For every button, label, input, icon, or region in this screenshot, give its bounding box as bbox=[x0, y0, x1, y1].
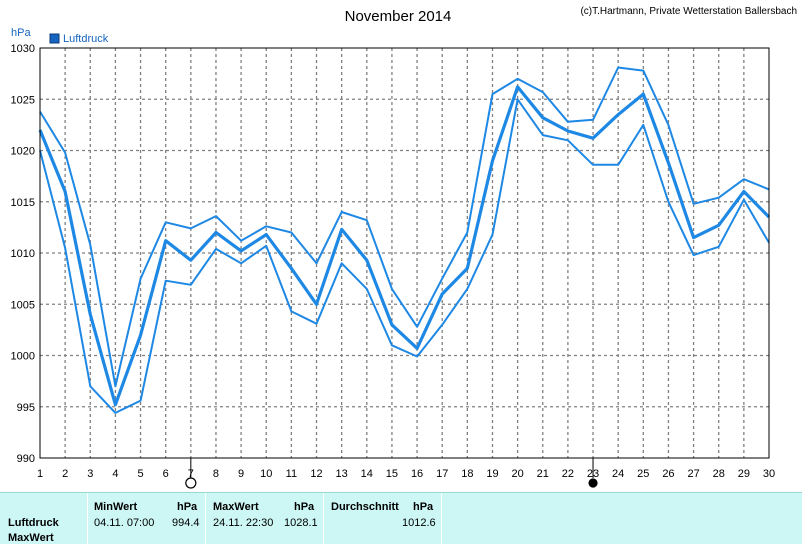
avg-header: Durchschnitt bbox=[331, 501, 399, 513]
x-tick-label: 8 bbox=[213, 468, 219, 480]
y-tick-label: 990 bbox=[17, 453, 35, 465]
grid-lines bbox=[40, 48, 769, 458]
x-tick-label: 10 bbox=[260, 468, 272, 480]
x-tick-label: 26 bbox=[662, 468, 674, 480]
y-tick-label: 1020 bbox=[11, 146, 35, 158]
x-tick-label: 29 bbox=[738, 468, 750, 480]
x-tick-label: 16 bbox=[411, 468, 423, 480]
pressure-chart: November 2014 (c)T.Hartmann, Private Wet… bbox=[11, 6, 797, 489]
legend-label: Luftdruck bbox=[63, 33, 109, 45]
y-axis-unit: hPa bbox=[11, 27, 31, 39]
x-tick-label: 12 bbox=[310, 468, 322, 480]
x-tick-label: 28 bbox=[713, 468, 725, 480]
x-tick-label: 14 bbox=[361, 468, 373, 480]
plot-frame bbox=[39, 47, 770, 459]
stats-panel: Luftdruck MaxWert MinWert hPa 04.11. 07:… bbox=[0, 492, 802, 544]
series-line-max bbox=[39, 66, 770, 388]
avg-unit: hPa bbox=[413, 501, 434, 513]
x-tick-label: 11 bbox=[286, 468, 297, 480]
y-tick-label: 1000 bbox=[11, 351, 35, 363]
min-value: 994.4 bbox=[172, 517, 200, 529]
x-tick-label: 4 bbox=[112, 468, 118, 480]
empty-column bbox=[441, 493, 802, 544]
x-tick-label: 13 bbox=[336, 468, 348, 480]
x-tick-label: 22 bbox=[562, 468, 574, 480]
series-line-mean bbox=[38, 85, 771, 407]
max-datetime: 24.11. 22:30 bbox=[213, 517, 274, 529]
y-tick-label: 1005 bbox=[11, 299, 35, 311]
max-column: MaxWert hPa 24.11. 22:30 1028.1 bbox=[205, 493, 324, 544]
y-axis-ticks: 990 995 1000 1005 1010 1015 1020 1025 1030 bbox=[11, 43, 35, 465]
x-tick-label: 18 bbox=[461, 468, 473, 480]
x-tick-label: 15 bbox=[386, 468, 398, 480]
max-unit: hPa bbox=[294, 501, 315, 513]
x-tick-label: 30 bbox=[763, 468, 775, 480]
x-tick-label: 6 bbox=[163, 468, 169, 480]
min-datetime: 04.11. 07:00 bbox=[94, 517, 155, 529]
y-tick-label: 1010 bbox=[11, 248, 35, 260]
chart-title: November 2014 bbox=[345, 8, 452, 25]
x-tick-label: 1 bbox=[37, 468, 43, 480]
series-lines bbox=[38, 66, 771, 414]
x-axis-ticks: 1234567891011121314151617181920212223242… bbox=[37, 468, 775, 480]
avg-column: Durchschnitt hPa 1012.6 bbox=[323, 493, 442, 544]
avg-value: 1012.6 bbox=[402, 517, 436, 529]
x-tick-label: 27 bbox=[687, 468, 699, 480]
max-value: 1028.1 bbox=[284, 517, 318, 529]
x-tick-label: 20 bbox=[511, 468, 523, 480]
x-tick-label: 2 bbox=[62, 468, 68, 480]
min-column: MinWert hPa 04.11. 07:00 994.4 bbox=[87, 493, 206, 544]
row-label-luftdruck: Luftdruck bbox=[8, 517, 59, 529]
y-tick-label: 1015 bbox=[11, 197, 35, 209]
filled-circle-marker bbox=[588, 478, 598, 488]
x-tick-label: 21 bbox=[537, 468, 549, 480]
x-tick-label: 25 bbox=[637, 468, 649, 480]
min-header: MinWert bbox=[94, 501, 138, 513]
series-line-min bbox=[39, 98, 770, 414]
x-tick-label: 3 bbox=[87, 468, 93, 480]
x-tick-label: 24 bbox=[612, 468, 624, 480]
max-header: MaxWert bbox=[213, 501, 259, 513]
y-tick-label: 995 bbox=[17, 402, 35, 414]
y-tick-label: 1030 bbox=[11, 43, 35, 55]
x-tick-label: 17 bbox=[436, 468, 448, 480]
open-circle-marker bbox=[185, 477, 197, 489]
row-label-maxwert: MaxWert bbox=[8, 532, 54, 544]
min-unit: hPa bbox=[177, 501, 198, 513]
x-tick-label: 5 bbox=[137, 468, 143, 480]
chart-credit: (c)T.Hartmann, Private Wetterstation Bal… bbox=[580, 6, 797, 17]
x-tick-label: 19 bbox=[486, 468, 498, 480]
day-markers bbox=[185, 458, 598, 489]
y-tick-label: 1025 bbox=[11, 94, 35, 106]
legend-swatch bbox=[49, 33, 60, 44]
x-tick-label: 9 bbox=[238, 468, 244, 480]
